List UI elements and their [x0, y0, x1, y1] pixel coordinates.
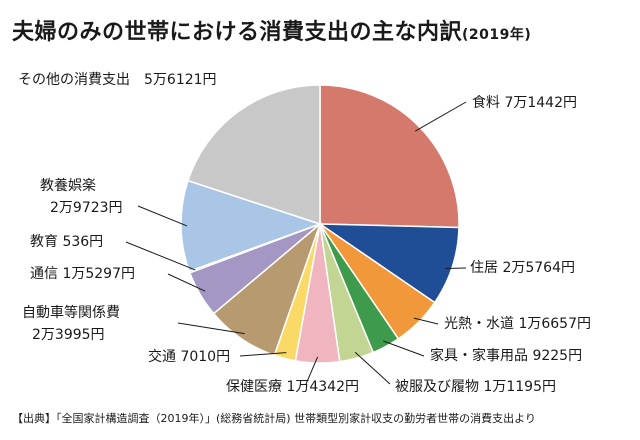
chart-title-main: 夫婦のみの世帯における消費支出の主な内訳	[12, 20, 463, 45]
slice-label-5: 被服及び履物 1万1195円	[395, 379, 556, 395]
slice-label-7: 交通 7010円	[148, 348, 230, 365]
slice-label-3: 光熱・水道 1万6657円	[444, 316, 591, 332]
slice-label-1: 食料 7万1442円	[472, 94, 577, 111]
pie-slice-1	[319, 84, 460, 229]
slice-label-12: その他の消費支出 5万6121円	[18, 72, 217, 88]
slice-label-10: 教育 536円	[30, 234, 103, 250]
leader-line-6	[305, 356, 319, 385]
slice-label-9: 通信 1万5297円	[30, 266, 135, 282]
leader-line-2	[445, 267, 467, 270]
pie-slice-11	[180, 179, 323, 273]
pie-slice-12	[186, 84, 321, 226]
slice-label-2: 住居 2万5764円	[470, 260, 575, 276]
leader-line-7	[239, 352, 287, 357]
leader-line-5	[354, 351, 391, 385]
chart-title-year: (2019年)	[462, 27, 532, 43]
slice-label-8-line-1: 自動車等関係費	[22, 304, 120, 321]
leader-line-3	[413, 317, 439, 325]
leader-line-11	[137, 205, 188, 227]
leader-lines	[125, 101, 467, 385]
slice-label-11-line-1: 教養娯楽	[40, 177, 96, 194]
slice-label-11-line-2: 2万9723円	[50, 200, 123, 216]
leader-line-8	[177, 322, 245, 335]
source-note: 【出典】「全国家計構造調査（2019年）」(総務省統計局) 世帯類型別家計収支の…	[12, 412, 536, 425]
slice-label-6: 保健医療 1万4342円	[226, 378, 359, 395]
leader-line-9	[167, 273, 206, 292]
leader-line-10	[125, 241, 196, 271]
leader-line-4	[383, 340, 425, 357]
chart-title: 夫婦のみの世帯における消費支出の主な内訳(2019年)	[12, 14, 531, 46]
leader-line-1	[414, 101, 467, 132]
pie-slices	[180, 84, 460, 364]
slice-label-8-line-2: 2万3995円	[32, 327, 105, 343]
slice-label-4: 家具・家事用品 9225円	[430, 347, 582, 364]
pie-slice-2	[317, 223, 460, 304]
